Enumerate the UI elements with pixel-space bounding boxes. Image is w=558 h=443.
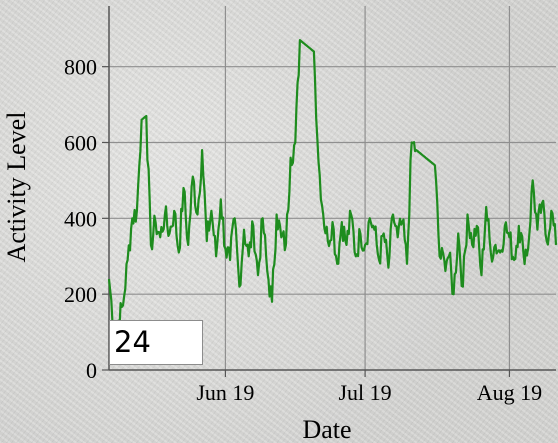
y-tick-label: 200 — [64, 282, 97, 307]
axes — [102, 6, 556, 377]
x-tick-label: Aug 19 — [477, 380, 542, 405]
y-axis-title: Activity Level — [2, 112, 31, 263]
y-tick-labels: 0 200 400 600 800 — [64, 55, 97, 383]
grid-lines — [109, 6, 556, 370]
y-tick-label: 400 — [64, 206, 97, 231]
y-tick-label: 0 — [86, 358, 97, 383]
x-axis-title: Date — [302, 415, 351, 443]
y-tick-label: 600 — [64, 131, 97, 156]
series-line — [107, 38, 558, 332]
x-tick-labels: Jun 19 Jul 19 Aug 19 — [196, 380, 542, 405]
x-tick-label: Jun 19 — [196, 380, 254, 405]
value-input[interactable]: 24 — [109, 320, 203, 365]
x-tick-label: Jul 19 — [339, 380, 392, 405]
plot-area — [107, 38, 558, 332]
y-tick-label: 800 — [64, 55, 97, 80]
